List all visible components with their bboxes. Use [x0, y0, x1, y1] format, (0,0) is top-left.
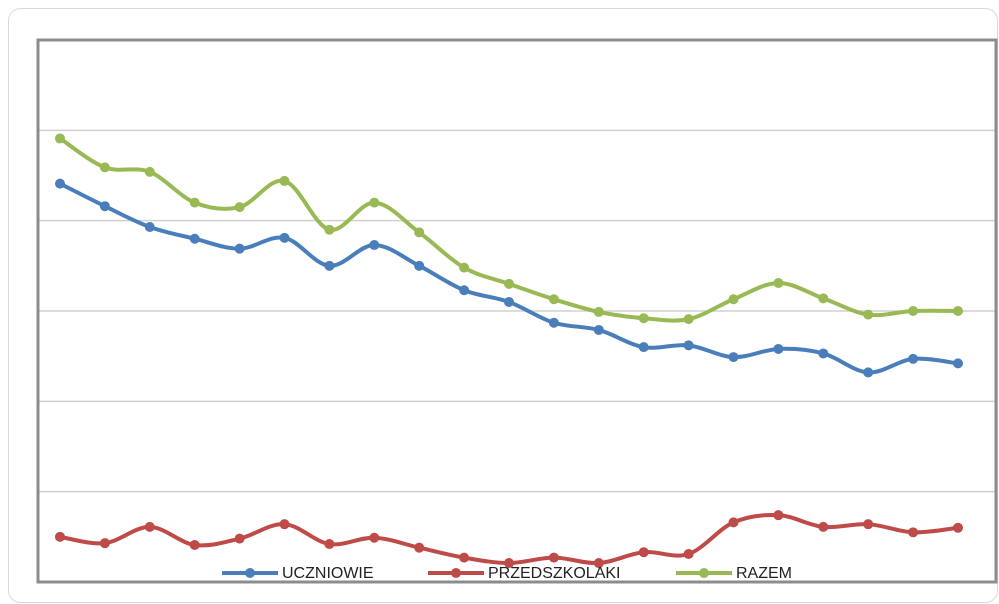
- point: [818, 293, 829, 304]
- point: [369, 532, 380, 543]
- point: [818, 521, 829, 532]
- legend-label: PRZEDSZKOLAKI: [488, 565, 620, 582]
- point: [773, 277, 784, 288]
- point: [548, 552, 559, 563]
- point: [504, 296, 514, 307]
- point: [863, 309, 874, 320]
- point: [593, 324, 604, 335]
- point: [459, 552, 470, 563]
- point: [324, 260, 335, 271]
- point: [908, 527, 919, 538]
- plot-border: [36, 38, 998, 584]
- point: [99, 538, 110, 549]
- point: [773, 510, 784, 521]
- point: [55, 133, 65, 144]
- point: [459, 262, 470, 273]
- point: [773, 343, 784, 354]
- point: [818, 348, 829, 359]
- legend-marker: [451, 568, 461, 578]
- point: [324, 224, 335, 235]
- point: [189, 233, 200, 244]
- point: [728, 517, 739, 528]
- point: [548, 317, 559, 328]
- point: [638, 313, 649, 324]
- point: [99, 201, 110, 212]
- point: [683, 314, 694, 325]
- point: [234, 533, 245, 544]
- point: [279, 175, 290, 186]
- point: [144, 221, 155, 232]
- point: [369, 197, 380, 208]
- point: [279, 519, 290, 530]
- point: [369, 240, 380, 251]
- legend-label: UCZNIOWIE: [282, 565, 374, 582]
- point: [55, 178, 65, 189]
- point: [414, 542, 425, 553]
- legend-marker: [245, 568, 255, 578]
- legend-label: RAZEM: [736, 565, 792, 582]
- point: [953, 358, 963, 369]
- point: [234, 202, 245, 213]
- point: [234, 243, 245, 254]
- point: [593, 558, 604, 569]
- point: [638, 547, 649, 558]
- point: [144, 521, 155, 532]
- point: [728, 294, 739, 305]
- point: [55, 531, 65, 542]
- point: [459, 285, 470, 296]
- point: [504, 558, 514, 569]
- point: [953, 306, 963, 316]
- point: [593, 306, 604, 317]
- point: [548, 294, 559, 305]
- point: [504, 278, 514, 289]
- point: [683, 548, 694, 559]
- point: [683, 340, 694, 351]
- point: [638, 342, 649, 353]
- point: [953, 522, 963, 533]
- point: [324, 539, 335, 550]
- point: [728, 352, 739, 363]
- point: [863, 519, 874, 530]
- point: [189, 197, 200, 208]
- point: [99, 162, 110, 173]
- point: [414, 227, 425, 238]
- point: [414, 260, 425, 271]
- point: [908, 306, 919, 316]
- point: [279, 232, 290, 243]
- legend-marker: [699, 568, 709, 578]
- point: [144, 166, 155, 177]
- point: [189, 539, 200, 550]
- point: [863, 367, 874, 378]
- point: [908, 353, 919, 364]
